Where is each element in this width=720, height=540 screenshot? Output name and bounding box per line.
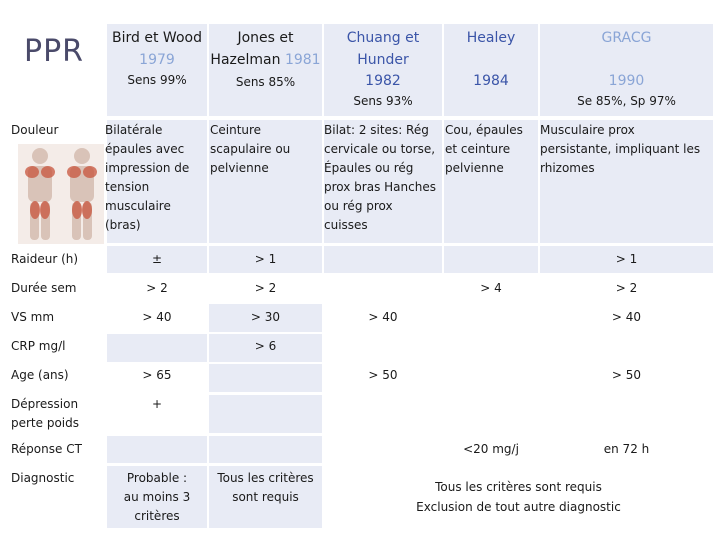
raideur-bird: ±: [151, 252, 163, 266]
cell-raideur-gracg: [540, 246, 713, 273]
row-label-diagnostic: Diagnostic: [11, 471, 75, 485]
douleur-chuang-1: cervicale ou torse,: [324, 142, 436, 156]
cell-raideur-healey: [444, 246, 538, 273]
cell-crp-bird: [107, 334, 207, 362]
douleur-bird-4: musculaire: [105, 199, 171, 213]
header-cell-bird: [107, 24, 207, 116]
douleur-healey-2: pelvienne: [445, 161, 504, 175]
header-cell-gracg: [540, 24, 713, 116]
age-bird: > 65: [142, 368, 172, 382]
header-healey-year: 1984: [473, 73, 509, 89]
cell-crp-jones: [209, 334, 322, 362]
douleur-bird-0: Bilatérale: [105, 123, 163, 137]
body-pain-figure-icon: [18, 144, 104, 244]
cell-raideur-jones: [209, 246, 322, 273]
header-cell-chuang: [324, 24, 442, 116]
header-jones-sens: Sens 85%: [235, 75, 296, 89]
cell-douleur-jones: [209, 120, 322, 243]
row-label-raideur: Raideur (h): [11, 252, 79, 266]
header-cell-healey: [444, 24, 538, 116]
douleur-bird-2: impression de: [105, 161, 190, 175]
cell-douleur-gracg: [540, 120, 713, 243]
duree-jones: > 2: [254, 281, 277, 295]
raideur-jones: > 1: [254, 252, 277, 266]
cell-diagnostic-jones: [209, 466, 322, 528]
cell-age-jones: [209, 364, 322, 392]
vs-jones: > 30: [250, 310, 281, 324]
douleur-jones-0: Ceinture: [210, 123, 262, 137]
row-label-douleur: Douleur: [11, 123, 59, 137]
douleur-healey-1: et ceinture: [445, 142, 511, 156]
diagnostic-bird-2: critères: [134, 509, 180, 523]
crp-jones: > 6: [254, 339, 277, 353]
douleur-gracg-1: persistante, impliquant les: [540, 142, 701, 156]
row-label-age: Age (ans): [11, 368, 69, 382]
duree-bird: > 2: [146, 281, 168, 295]
header-gracg-sens: Se 85%, Sp 97%: [577, 94, 676, 108]
douleur-bird-1: épaules avec: [105, 142, 185, 156]
diagnostic-jones-1: sont requis: [232, 490, 299, 504]
diagnostic-bird-1: au moins 3: [123, 490, 191, 504]
age-gracg: > 50: [611, 368, 642, 382]
cell-reponse-bird: [107, 436, 207, 463]
header-jones-year: 1981: [284, 52, 321, 68]
duree-gracg: > 2: [615, 281, 638, 295]
row-label-duree: Durée sem: [11, 281, 77, 295]
row-label-crp: CRP mg/l: [11, 339, 66, 353]
header-gracg-year: 1990: [608, 73, 645, 89]
reponse-gracg: en 72 h: [603, 442, 650, 456]
cell-reponse-jones: [209, 436, 322, 463]
row-label-reponse: Réponse CT: [11, 442, 82, 456]
header-chuang-name2: Hunder: [357, 52, 409, 68]
diagnostic-right-2: Exclusion de tout autre diagnostic: [416, 500, 621, 514]
diagnostic-right-1: Tous les critères sont requis: [435, 480, 602, 494]
header-bird-name: Bird et Wood: [112, 30, 202, 46]
header-chuang-sens: Sens 93%: [353, 94, 413, 108]
row-label-depression-2: perte poids: [11, 416, 79, 430]
douleur-chuang-2: Épaules ou rég: [324, 161, 414, 175]
douleur-jones-2: pelvienne: [210, 161, 269, 175]
age-chuang: > 50: [368, 368, 398, 382]
header-jones-name2-line: Hazelman 1981: [209, 50, 322, 71]
diagnostic-bird-0: Probable :: [126, 471, 188, 485]
header-chuang-name1: Chuang et: [346, 30, 420, 46]
cell-douleur-bird: [107, 120, 207, 243]
douleur-bird-5: (bras): [105, 218, 141, 232]
cell-douleur-chuang: [324, 120, 442, 243]
header-healey-name: Healey: [466, 30, 516, 46]
row-label-depression-1: Dépression: [11, 397, 79, 411]
douleur-gracg-0: Musculaire prox: [540, 123, 635, 137]
douleur-chuang-3: prox bras Hanches: [324, 180, 436, 194]
cell-depression-jones: [209, 395, 322, 433]
depression-bird: +: [151, 397, 163, 411]
page-title: PPR: [24, 34, 85, 69]
douleur-chuang-0: Bilat: 2 sites: Rég: [324, 123, 429, 137]
header-jones-name1: Jones et: [237, 30, 294, 46]
douleur-gracg-2: rhizomes: [540, 161, 595, 175]
header-bird-year: 1979: [139, 52, 175, 68]
vs-gracg: > 40: [611, 310, 642, 324]
douleur-chuang-5: cuisses: [324, 218, 368, 232]
douleur-chuang-4: ou rég prox: [324, 199, 393, 213]
douleur-healey-0: Cou, épaules: [445, 123, 523, 137]
row-label-vs: VS mm: [11, 310, 55, 324]
diagnostic-jones-0: Tous les critères: [217, 471, 314, 485]
vs-bird: > 40: [142, 310, 172, 324]
douleur-bird-3: tension: [105, 180, 150, 194]
duree-healey: > 4: [480, 281, 502, 295]
vs-chuang: > 40: [368, 310, 398, 324]
cell-vs-jones: [209, 304, 322, 332]
header-chuang-year: 1982: [365, 73, 401, 89]
douleur-jones-1: scapulaire ou: [210, 142, 291, 156]
cell-raideur-chuang: [324, 246, 442, 273]
cell-douleur-healey: [444, 120, 538, 243]
header-cell-jones: [209, 24, 322, 116]
raideur-gracg: > 1: [615, 252, 638, 266]
header-bird-sens: Sens 99%: [127, 73, 187, 87]
reponse-healey: <20 mg/j: [463, 442, 519, 456]
cell-diagnostic-bird: [107, 466, 207, 528]
cell-raideur-bird: [107, 246, 207, 273]
header-gracg-name: GRACG: [601, 30, 652, 46]
header-jones-name2: Hazelman: [210, 52, 281, 68]
